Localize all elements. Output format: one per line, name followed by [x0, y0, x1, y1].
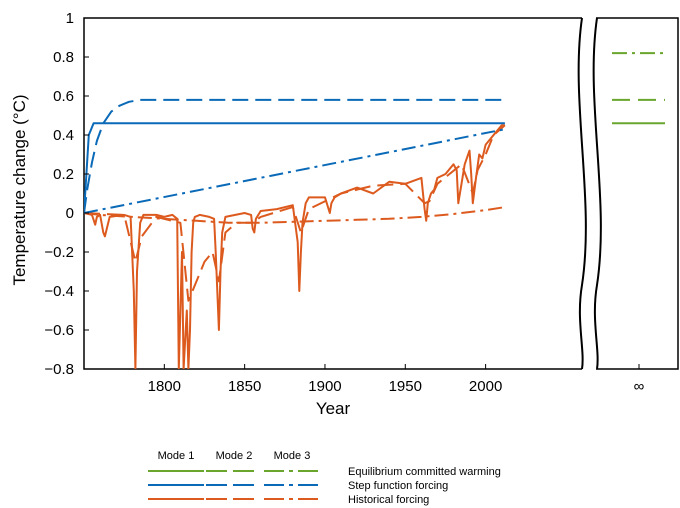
legend-mode-header: Mode 2 — [216, 450, 253, 462]
axes-ticks: 1800 1850 1900 1950 2000 −0.8 −0.6 −0.4 −0.2 0 0.2… — [44, 10, 644, 395]
y-tick-label: 0.6 — [53, 88, 74, 105]
legend-mode-header: Mode 3 — [274, 450, 311, 462]
series-orange-dashdot-line — [84, 206, 506, 224]
axis-break-right — [592, 17, 602, 370]
y-tick-label: −0.8 — [44, 361, 74, 378]
y-tick-label: −0.2 — [44, 244, 74, 261]
x-axis-title: Year — [316, 399, 351, 418]
legend-row-label: Equilibrium committed warming — [348, 466, 501, 478]
legend-mode-header: Mode 1 — [158, 450, 195, 462]
y-axis-title: Temperature change (°C) — [10, 94, 29, 285]
y-tick-label: 1 — [66, 10, 74, 27]
plot-area-infinity — [612, 52, 665, 125]
series-blue-dashdot-line — [84, 128, 506, 214]
x-tick-label: 2000 — [469, 378, 502, 395]
y-tick-label: −0.4 — [44, 283, 74, 300]
plot-frame — [83, 17, 679, 370]
main-panel-border — [83, 17, 582, 370]
legend: Mode 1 Mode 2 Mode 3 Equilibrium committed … — [148, 450, 501, 506]
axis-break-left — [577, 17, 587, 370]
x-tick-label: 1850 — [228, 378, 261, 395]
plot-area-main — [84, 98, 506, 369]
series-orange-solid-line — [84, 124, 505, 369]
x-tick-label: 1800 — [148, 378, 181, 395]
y-tick-label: −0.6 — [44, 322, 74, 339]
y-tick-label: 0 — [66, 205, 74, 222]
y-tick-label: 0.4 — [53, 127, 74, 144]
series-orange-dash-line — [84, 124, 506, 302]
legend-row-label: Step function forcing — [348, 480, 448, 492]
legend-row-label: Historical forcing — [348, 494, 429, 506]
series-blue-dash-line — [84, 98, 505, 214]
x-tick-label: 1900 — [308, 378, 341, 395]
x-tick-label: 1950 — [389, 378, 422, 395]
infinity-panel-border — [596, 17, 679, 370]
y-tick-label: 0.8 — [53, 49, 74, 66]
infinity-tick-label: ∞ — [634, 378, 645, 395]
axis-break-fill — [578, 18, 601, 369]
y-tick-label: 0.2 — [53, 166, 74, 183]
